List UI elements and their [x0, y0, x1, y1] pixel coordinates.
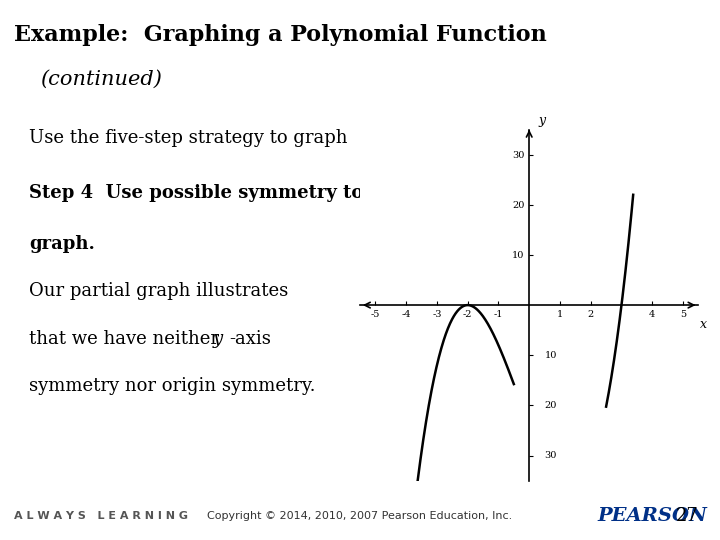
Text: 10: 10: [544, 351, 557, 360]
Text: $f(x) = 2(x+2)^{2}(x-3)$: $f(x) = 2(x+2)^{2}(x-3)$: [367, 129, 557, 151]
Text: 20: 20: [544, 401, 557, 410]
Text: x: x: [700, 318, 707, 330]
Text: Use the five-step strategy to graph: Use the five-step strategy to graph: [29, 129, 359, 147]
Text: symmetry nor origin symmetry.: symmetry nor origin symmetry.: [29, 377, 315, 395]
Text: -axis: -axis: [229, 330, 271, 348]
Text: y: y: [212, 330, 222, 348]
Text: PEARSON: PEARSON: [598, 507, 708, 525]
Text: y: y: [539, 114, 546, 127]
Text: graph.: graph.: [29, 235, 94, 253]
Text: A L W A Y S   L E A R N I N G: A L W A Y S L E A R N I N G: [14, 511, 189, 521]
Text: Copyright © 2014, 2010, 2007 Pearson Education, Inc.: Copyright © 2014, 2010, 2007 Pearson Edu…: [207, 511, 513, 521]
Text: Step 4  Use possible symmetry to help draw the: Step 4 Use possible symmetry to help dra…: [29, 184, 508, 202]
Text: 30: 30: [544, 451, 557, 460]
Text: (continued): (continued): [40, 70, 161, 89]
Text: Our partial graph illustrates: Our partial graph illustrates: [29, 282, 288, 300]
Text: that we have neither: that we have neither: [29, 330, 225, 348]
Text: Example:  Graphing a Polynomial Function: Example: Graphing a Polynomial Function: [14, 24, 547, 46]
Text: 27: 27: [675, 507, 698, 525]
